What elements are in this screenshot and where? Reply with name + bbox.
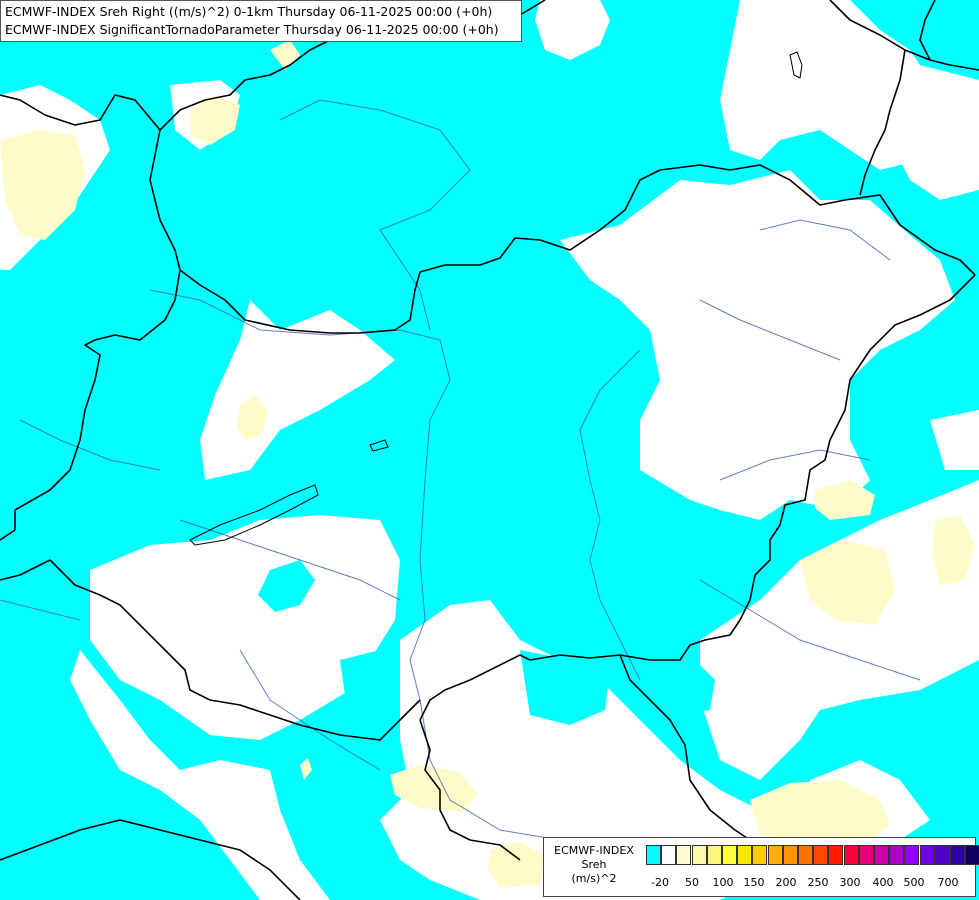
- river-tisza: [579, 349, 641, 681]
- pale-yellow-regions: [0, 40, 975, 888]
- legend-swatch: [919, 845, 935, 865]
- white-area-east: [560, 170, 955, 520]
- border-austria-hungary: [0, 269, 181, 541]
- white-area-east-edge: [930, 410, 979, 470]
- white-area-southeast: [700, 480, 979, 780]
- legend-swatch: [767, 845, 783, 865]
- legend-swatch: [950, 845, 965, 865]
- lakes: [189, 51, 803, 546]
- border-croatia-hungary: [49, 559, 421, 741]
- legend-swatch: [965, 845, 979, 865]
- white-area-southwest: [90, 515, 400, 740]
- legend-swatch: [676, 845, 692, 865]
- river-southeast: [699, 579, 921, 681]
- yellow-area-northwest: [0, 130, 85, 240]
- yellow-area-north: [190, 95, 240, 145]
- white-area-north-center: [535, 0, 610, 60]
- cyan-pockets: [258, 375, 910, 725]
- cyan-blob-east: [850, 375, 910, 450]
- border-slovakia-hungary: [149, 129, 976, 334]
- legend-swatch: [782, 845, 798, 865]
- river-east-2: [759, 219, 891, 261]
- title-line-1: ECMWF-INDEX Sreh Right ((m/s)^2) 0-1km T…: [5, 4, 493, 19]
- legend-swatch: [646, 845, 661, 865]
- lake-northeast: [789, 51, 803, 79]
- river-danube: [149, 289, 561, 841]
- yellow-area-bottom-left: [300, 758, 312, 780]
- river-south: [239, 649, 381, 771]
- river-north-2: [379, 229, 431, 331]
- legend-title-line-2: Sreh: [581, 858, 607, 871]
- legend-swatch: [691, 845, 707, 865]
- yellow-area-bottom: [488, 842, 545, 888]
- legend-tick-label: 50: [685, 876, 699, 889]
- legend-swatch: [904, 845, 920, 865]
- legend-swatch: [889, 845, 905, 865]
- cyan-blob-southwest: [258, 560, 315, 612]
- river-drava: [179, 519, 401, 601]
- yellow-area-bottom-right: [750, 780, 890, 840]
- legend-tick-label: 250: [807, 876, 829, 889]
- yellow-area-center-west: [236, 395, 268, 440]
- legend-title: ECMWF-INDEX Sreh (m/s)^2: [544, 844, 644, 886]
- border-northeast-2: [859, 49, 906, 196]
- yellow-area-south: [390, 765, 478, 812]
- white-area-lower-left: [70, 650, 330, 900]
- rivers: [0, 99, 921, 841]
- legend-tick-label: 700: [937, 876, 959, 889]
- river-north-1: [279, 99, 471, 231]
- yellow-area-far-east: [932, 515, 975, 585]
- title-line-2: ECMWF-INDEX SignificantTornadoParameter …: [5, 22, 499, 37]
- legend-swatch: [722, 845, 737, 865]
- legend-swatch: [858, 845, 874, 865]
- river-mures: [719, 449, 871, 481]
- legend-swatch: [934, 845, 950, 865]
- lake-balaton: [189, 484, 319, 546]
- border-west-small: [0, 559, 51, 581]
- legend-title-line-3: (m/s)^2: [571, 872, 617, 885]
- border-hungary-romania: [419, 274, 976, 721]
- legend-swatch: [752, 845, 768, 865]
- border-far-east: [919, 0, 936, 61]
- legend-tick-label: -20: [651, 876, 669, 889]
- legend: ECMWF-INDEX Sreh (m/s)^2 -20 50 100 150 200 2…: [543, 837, 979, 897]
- legend-tick-label: 200: [775, 876, 797, 889]
- legend-swatch: [706, 845, 722, 865]
- yellow-area-east-2: [800, 540, 895, 625]
- legend-swatch: [737, 845, 753, 865]
- legend-tick-label: 150: [743, 876, 765, 889]
- border-serbia: [419, 719, 521, 861]
- legend-tick-label: 400: [872, 876, 894, 889]
- legend-swatch: [828, 845, 844, 865]
- legend-swatch: [843, 845, 859, 865]
- cyan-blob-southeast: [640, 655, 715, 715]
- river-west: [19, 419, 161, 471]
- legend-swatch: [661, 845, 677, 865]
- border-bottom-left: [0, 819, 301, 900]
- legend-swatch: [813, 845, 829, 865]
- legend-title-line-1: ECMWF-INDEX: [554, 844, 634, 857]
- white-area-far-east: [890, 60, 979, 200]
- legend-tick-label: 300: [839, 876, 861, 889]
- river-east-1: [699, 299, 841, 361]
- legend-swatch: [874, 845, 889, 865]
- legend-swatch: [798, 845, 813, 865]
- cyan-blob-south: [340, 650, 395, 700]
- river-west-2: [0, 599, 81, 621]
- legend-tick-label: 500: [903, 876, 925, 889]
- legend-tick-label: 100: [712, 876, 734, 889]
- border-serbia-romania: [619, 654, 751, 841]
- title-box: ECMWF-INDEX Sreh Right ((m/s)^2) 0-1km T…: [0, 0, 522, 42]
- yellow-area-east-1: [815, 480, 875, 520]
- cyan-blob-south-center: [520, 650, 610, 725]
- lake-small: [369, 439, 389, 452]
